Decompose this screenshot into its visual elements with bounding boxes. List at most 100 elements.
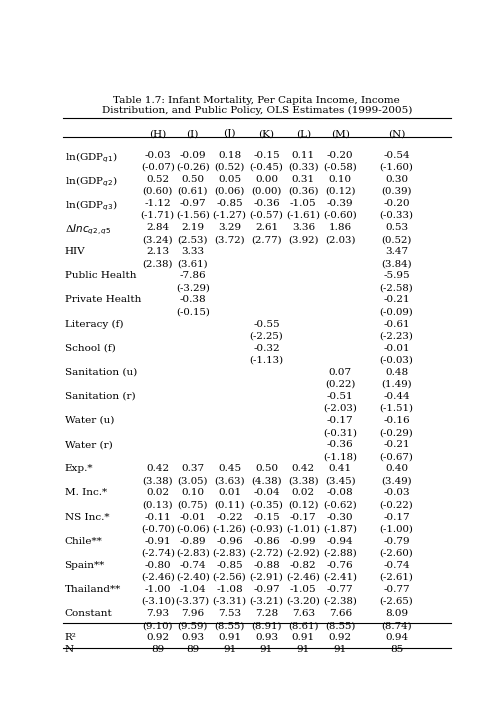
Text: 91: 91 bbox=[297, 645, 310, 654]
Text: (2.53): (2.53) bbox=[177, 235, 208, 244]
Text: -1.12: -1.12 bbox=[144, 199, 171, 208]
Text: 0.93: 0.93 bbox=[181, 633, 204, 642]
Text: (0.22): (0.22) bbox=[325, 379, 355, 389]
Text: 0.05: 0.05 bbox=[218, 175, 241, 184]
Text: 0.18: 0.18 bbox=[218, 151, 241, 159]
Text: ln(GDP$_{q1}$): ln(GDP$_{q1}$) bbox=[65, 151, 117, 165]
Text: School (f): School (f) bbox=[65, 344, 115, 352]
Text: -0.21: -0.21 bbox=[383, 295, 410, 305]
Text: (3.63): (3.63) bbox=[214, 476, 245, 486]
Text: 89: 89 bbox=[186, 645, 199, 654]
Text: 7.63: 7.63 bbox=[292, 609, 315, 618]
Text: 91: 91 bbox=[260, 645, 273, 654]
Text: (-0.31): (-0.31) bbox=[323, 428, 357, 437]
Text: Sanitation (r): Sanitation (r) bbox=[65, 392, 135, 401]
Text: (-0.22): (-0.22) bbox=[380, 501, 413, 510]
Text: 0.42: 0.42 bbox=[292, 464, 315, 473]
Text: (-0.35): (-0.35) bbox=[249, 501, 284, 510]
Text: 7.96: 7.96 bbox=[181, 609, 204, 618]
Text: 1.86: 1.86 bbox=[329, 223, 352, 232]
Text: 0.01: 0.01 bbox=[218, 488, 241, 498]
Text: (-0.09): (-0.09) bbox=[380, 308, 413, 316]
Text: -0.20: -0.20 bbox=[327, 151, 354, 159]
Text: 0.31: 0.31 bbox=[292, 175, 315, 184]
Text: 0.07: 0.07 bbox=[329, 368, 352, 377]
Text: -1.05: -1.05 bbox=[290, 585, 317, 594]
Text: (-0.03): (-0.03) bbox=[380, 356, 413, 365]
Text: (3.45): (3.45) bbox=[325, 476, 356, 486]
Text: (8.74): (8.74) bbox=[381, 621, 412, 630]
Text: -0.76: -0.76 bbox=[327, 561, 354, 570]
Text: (-0.15): (-0.15) bbox=[176, 308, 209, 316]
Text: 7.93: 7.93 bbox=[146, 609, 169, 618]
Text: (-1.71): (-1.71) bbox=[141, 211, 175, 220]
Text: (K): (K) bbox=[259, 130, 275, 138]
Text: (0.12): (0.12) bbox=[288, 501, 319, 510]
Text: (-1.60): (-1.60) bbox=[380, 163, 413, 172]
Text: Chile**: Chile** bbox=[65, 537, 102, 545]
Text: (-1.56): (-1.56) bbox=[176, 211, 209, 220]
Text: (0.33): (0.33) bbox=[288, 163, 319, 172]
Text: 3.47: 3.47 bbox=[385, 247, 408, 256]
Text: (8.55): (8.55) bbox=[325, 621, 355, 630]
Text: -0.08: -0.08 bbox=[327, 488, 354, 498]
Text: (3.24): (3.24) bbox=[142, 235, 173, 244]
Text: (3.38): (3.38) bbox=[288, 476, 319, 486]
Text: (3.84): (3.84) bbox=[381, 259, 412, 268]
Text: (-2.88): (-2.88) bbox=[323, 549, 357, 557]
Text: (3.05): (3.05) bbox=[177, 476, 208, 486]
Text: -0.17: -0.17 bbox=[290, 513, 317, 521]
Text: (0.52): (0.52) bbox=[381, 235, 412, 244]
Text: (3.61): (3.61) bbox=[177, 259, 208, 268]
Text: (-0.93): (-0.93) bbox=[249, 525, 284, 533]
Text: (I): (I) bbox=[186, 130, 199, 138]
Text: Thailand**: Thailand** bbox=[65, 585, 121, 594]
Text: (2.38): (2.38) bbox=[142, 259, 173, 268]
Text: (-2.83): (-2.83) bbox=[212, 549, 246, 557]
Text: (-0.67): (-0.67) bbox=[380, 452, 413, 461]
Text: -0.04: -0.04 bbox=[253, 488, 280, 498]
Text: 0.40: 0.40 bbox=[385, 464, 408, 473]
Text: -0.30: -0.30 bbox=[327, 513, 354, 521]
Text: (9.10): (9.10) bbox=[142, 621, 173, 630]
Text: (-0.26): (-0.26) bbox=[176, 163, 209, 172]
Text: (-2.46): (-2.46) bbox=[287, 573, 320, 582]
Text: (8.55): (8.55) bbox=[214, 621, 245, 630]
Text: -0.82: -0.82 bbox=[290, 561, 317, 570]
Text: (0.61): (0.61) bbox=[177, 187, 208, 196]
Text: (0.39): (0.39) bbox=[381, 187, 412, 196]
Text: (M): (M) bbox=[331, 130, 350, 138]
Text: (8.61): (8.61) bbox=[288, 621, 319, 630]
Text: Distribution, and Public Policy, OLS Estimates (1999-2005): Distribution, and Public Policy, OLS Est… bbox=[102, 106, 412, 115]
Text: (-2.92): (-2.92) bbox=[287, 549, 320, 557]
Text: -0.38: -0.38 bbox=[179, 295, 206, 305]
Text: 7.66: 7.66 bbox=[329, 609, 352, 618]
Text: -0.80: -0.80 bbox=[144, 561, 171, 570]
Text: -5.95: -5.95 bbox=[383, 271, 410, 281]
Text: (-2.03): (-2.03) bbox=[323, 404, 357, 413]
Text: -0.74: -0.74 bbox=[179, 561, 206, 570]
Text: -0.99: -0.99 bbox=[290, 537, 317, 545]
Text: (-2.91): (-2.91) bbox=[249, 573, 284, 582]
Text: (-1.27): (-1.27) bbox=[212, 211, 246, 220]
Text: -0.86: -0.86 bbox=[253, 537, 280, 545]
Text: 8.09: 8.09 bbox=[385, 609, 408, 618]
Text: (-1.26): (-1.26) bbox=[212, 525, 246, 533]
Text: 85: 85 bbox=[390, 645, 403, 654]
Text: -0.17: -0.17 bbox=[383, 513, 410, 521]
Text: (3.38): (3.38) bbox=[142, 476, 173, 486]
Text: (-2.41): (-2.41) bbox=[323, 573, 357, 582]
Text: (2.77): (2.77) bbox=[251, 235, 282, 244]
Text: 0.11: 0.11 bbox=[292, 151, 315, 159]
Text: (0.00): (0.00) bbox=[252, 187, 282, 196]
Text: -0.11: -0.11 bbox=[144, 513, 171, 521]
Text: (0.06): (0.06) bbox=[214, 187, 245, 196]
Text: (-0.45): (-0.45) bbox=[249, 163, 284, 172]
Text: (-2.58): (-2.58) bbox=[380, 283, 413, 293]
Text: -0.15: -0.15 bbox=[253, 513, 280, 521]
Text: (-0.60): (-0.60) bbox=[323, 211, 357, 220]
Text: -0.51: -0.51 bbox=[327, 392, 354, 401]
Text: 0.45: 0.45 bbox=[218, 464, 241, 473]
Text: (-2.61): (-2.61) bbox=[380, 573, 413, 582]
Text: 0.10: 0.10 bbox=[181, 488, 204, 498]
